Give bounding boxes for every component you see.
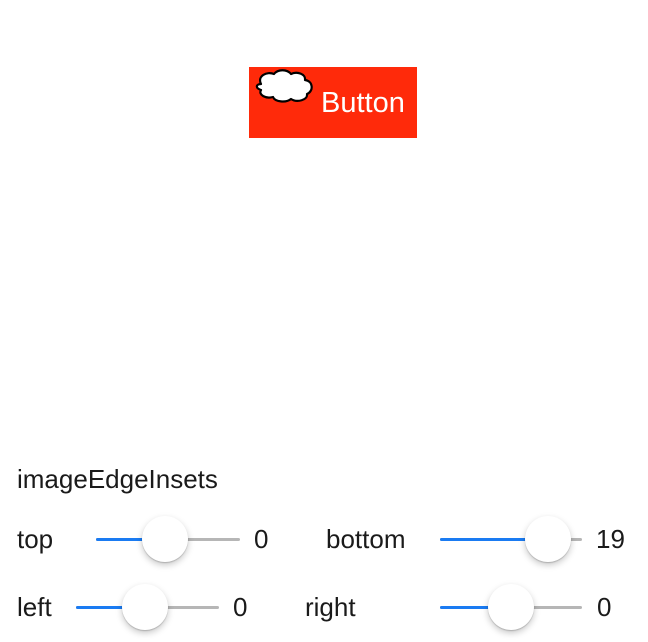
cloud-icon xyxy=(255,69,313,103)
slider-thumb[interactable] xyxy=(121,584,168,630)
right-slider[interactable] xyxy=(440,584,582,630)
bottom-value: 19 xyxy=(596,524,625,554)
left-value: 0 xyxy=(233,592,248,622)
slider-thumb[interactable] xyxy=(142,516,189,562)
bottom-slider[interactable] xyxy=(440,516,582,562)
top-value: 0 xyxy=(254,524,269,554)
right-label: right xyxy=(305,592,356,622)
slider-thumb[interactable] xyxy=(524,516,571,562)
slider-thumb[interactable] xyxy=(488,584,534,630)
top-slider[interactable] xyxy=(96,516,240,562)
bottom-label: bottom xyxy=(326,524,406,554)
left-label: left xyxy=(17,592,52,622)
left-slider[interactable] xyxy=(76,584,219,630)
slider-fill xyxy=(440,606,511,609)
slider-fill xyxy=(76,606,145,609)
right-value: 0 xyxy=(597,592,612,622)
slider-fill xyxy=(440,538,548,541)
button-title: Button xyxy=(321,87,405,119)
demo-button[interactable]: Button xyxy=(249,67,417,138)
section-title: imageEdgeInsets xyxy=(17,464,218,494)
top-label: top xyxy=(17,524,54,554)
slider-fill xyxy=(96,538,166,541)
